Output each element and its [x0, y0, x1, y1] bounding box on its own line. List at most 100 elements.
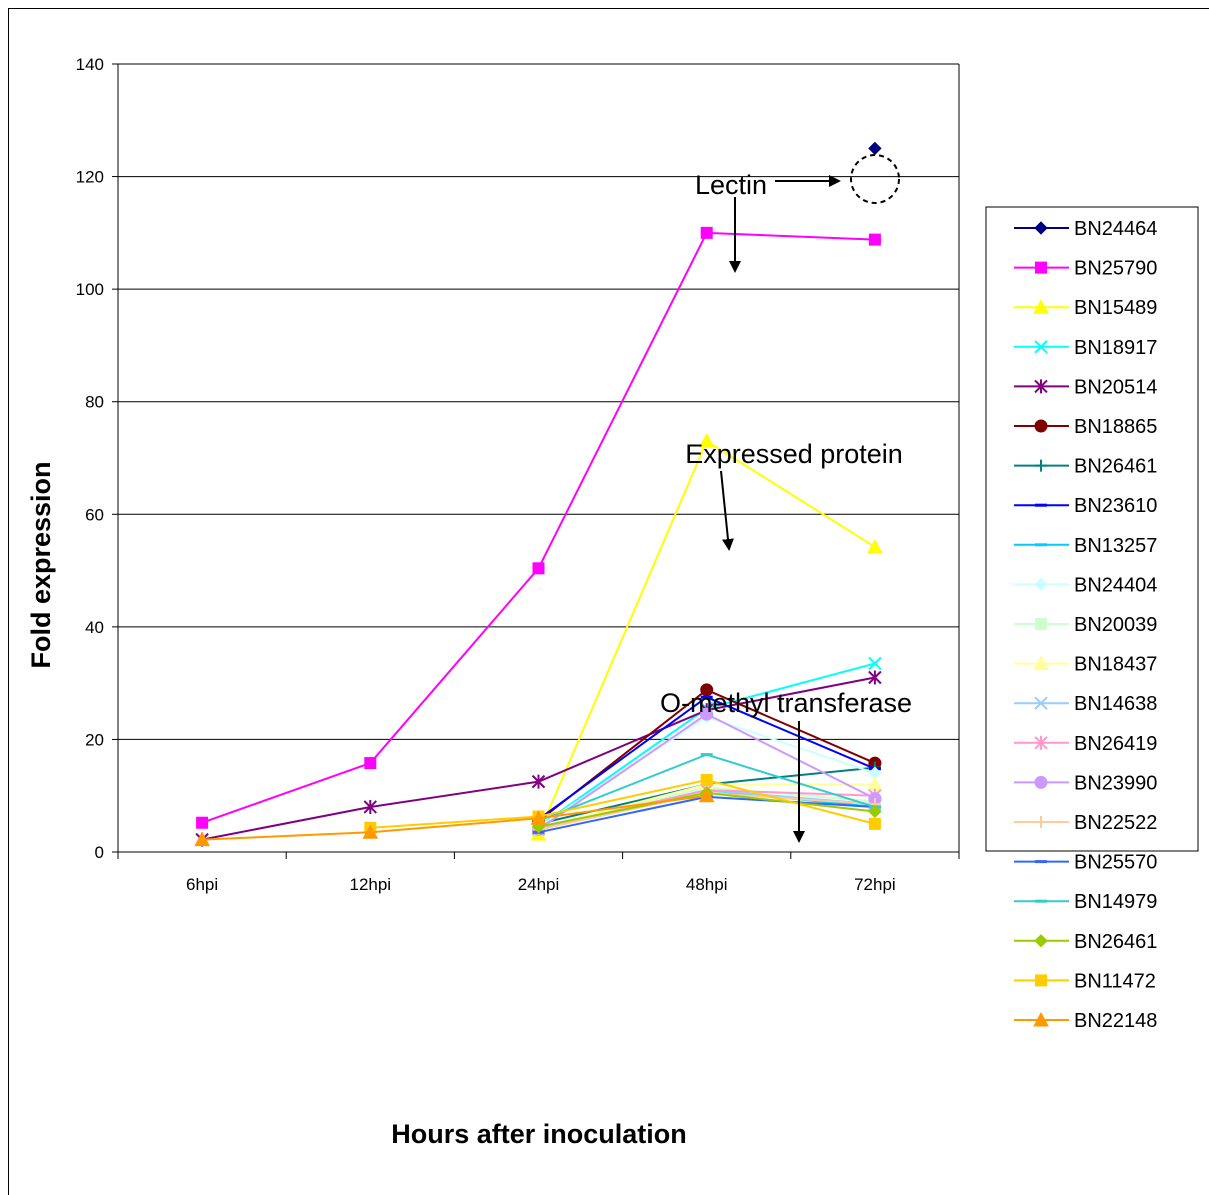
series-line-segment	[538, 778, 707, 818]
series-line-segment	[201, 762, 371, 824]
series-line-segment	[706, 778, 876, 825]
y-tick-label: 140	[76, 55, 104, 74]
series-20	[194, 787, 715, 847]
series-1	[196, 226, 881, 829]
axes	[112, 63, 960, 859]
data-point	[1035, 974, 1047, 987]
x-tick-label: 24hpi	[518, 875, 560, 894]
data-point	[700, 773, 713, 786]
legend-entry-label: BN11472	[1074, 970, 1156, 992]
legend-entry-label: BN26461	[1074, 931, 1157, 953]
data-point	[531, 774, 546, 789]
data-point	[700, 226, 713, 239]
legend-entry-label: BN24464	[1074, 218, 1157, 240]
series-line-segment	[369, 567, 540, 764]
series-line-segment	[538, 795, 707, 834]
series-line-segment	[538, 794, 707, 820]
data-point	[1034, 379, 1048, 394]
series-line-segment	[370, 817, 539, 834]
data-point	[1033, 655, 1049, 671]
data-point	[1034, 340, 1048, 354]
series-layer	[194, 141, 883, 847]
data-point	[363, 799, 378, 814]
data-point	[1035, 543, 1047, 547]
series-0	[868, 141, 882, 156]
data-point	[1034, 735, 1048, 750]
annotation-arrow	[720, 470, 734, 551]
legend-entry-label: BN20039	[1074, 614, 1157, 636]
data-point	[1033, 1011, 1049, 1027]
data-point	[1035, 261, 1047, 274]
series-line-segment	[202, 831, 371, 841]
series-line-segment	[706, 231, 875, 241]
data-point	[1035, 816, 1047, 828]
data-point	[698, 787, 715, 803]
y-tick-label: 20	[85, 730, 104, 749]
x-tick-label: 12hpi	[349, 875, 391, 894]
data-point	[196, 816, 209, 829]
data-point	[532, 562, 545, 575]
x-tick-label: 6hpi	[186, 875, 218, 894]
legend-entry-label: BN22522	[1074, 812, 1157, 834]
y-tick-label: 100	[76, 280, 104, 299]
series-line-segment	[537, 696, 708, 821]
data-point	[867, 538, 883, 554]
data-point	[1035, 459, 1047, 472]
series-line-segment	[538, 709, 708, 783]
data-point	[1035, 503, 1047, 507]
line-chart: 0 20 40 60 80 100 120 140 6hpi 12hpi 24hpi 48hpi 72…	[26, 55, 1199, 1149]
y-tick-labels: 0 20 40 60 80 100 120 140	[76, 55, 104, 862]
legend-entry-label: BN22148	[1074, 1010, 1157, 1032]
annotation-label: Lectin	[695, 170, 767, 200]
annotation-label: O-methyl transferase	[660, 688, 912, 718]
series-line-segment	[201, 805, 371, 841]
highlight-circle	[850, 154, 900, 204]
legend: BN24464 BN25790 BN15489 BN18917 BN20514 BN188…	[985, 206, 1199, 1032]
x-axis-label: Hours after inoculation	[391, 1119, 687, 1149]
series-line-segment	[537, 232, 708, 569]
series-line-segment	[706, 753, 876, 808]
data-point	[1034, 775, 1048, 789]
data-point	[1034, 934, 1048, 948]
gridlines	[118, 63, 959, 740]
series-line-segment	[370, 815, 539, 829]
data-point	[868, 670, 882, 685]
series-line-segment	[706, 676, 876, 712]
series-line-segment	[370, 780, 539, 808]
data-point	[362, 824, 379, 839]
data-point	[868, 233, 881, 246]
x-tick-label: 72hpi	[854, 875, 896, 894]
annotation-label: Expressed protein	[685, 439, 903, 469]
data-point	[364, 757, 377, 770]
legend-entry-label: BN24404	[1074, 574, 1157, 596]
legend-entry-label: BN18437	[1074, 654, 1157, 676]
y-tick-label: 0	[95, 843, 104, 862]
y-axis-label: Fold expression	[26, 461, 56, 668]
annotations: Lectin Expressed protein O-methyl transfer…	[660, 154, 912, 843]
legend-entry-label: BN23990	[1074, 772, 1157, 794]
data-point	[868, 804, 882, 819]
legend-entry-label: BN26419	[1074, 733, 1157, 755]
data-point	[1034, 221, 1048, 235]
legend-entry-label: BN14979	[1074, 891, 1157, 913]
y-tick-label: 40	[85, 618, 104, 637]
series-line-segment	[706, 789, 875, 797]
legend-entry-label: BN18917	[1074, 337, 1157, 359]
data-point	[700, 753, 713, 757]
x-tick-label: 48hpi	[686, 875, 728, 894]
legend-entry-label: BN23610	[1074, 495, 1157, 517]
data-point	[1034, 419, 1048, 433]
legend-entry-label: BN25790	[1074, 258, 1157, 280]
y-tick-label: 80	[85, 393, 104, 412]
data-point	[1033, 299, 1049, 314]
legend-entry-label: BN15489	[1074, 297, 1157, 319]
data-point	[868, 656, 882, 671]
x-tick-labels: 6hpi 12hpi 24hpi 48hpi 72hpi	[186, 875, 896, 894]
series-line-segment	[537, 707, 708, 828]
legend-entry-label: BN18865	[1074, 416, 1157, 438]
legend-entry-label: BN26461	[1074, 456, 1157, 478]
data-point	[700, 695, 713, 699]
chart-frame: 0 20 40 60 80 100 120 140 6hpi 12hpi 24hpi 48hpi 72…	[8, 8, 1209, 1195]
data-point	[1035, 618, 1047, 630]
series-line-segment	[706, 440, 876, 548]
